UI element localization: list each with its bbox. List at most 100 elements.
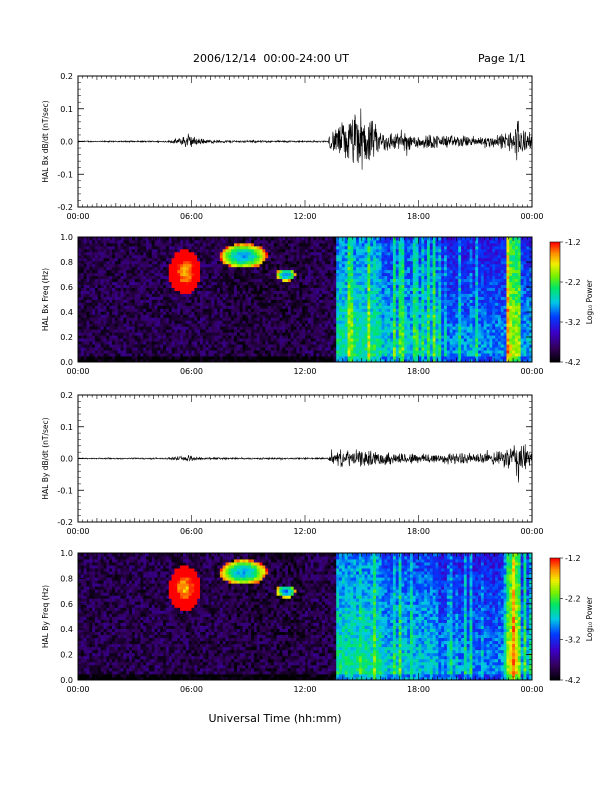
heatmap-cell [117,284,121,288]
heatmap-cell [310,257,314,262]
heatmap-cell [361,242,365,247]
heatmap-cell [160,359,164,363]
heatmap-cell [95,350,99,354]
heatmap-cell [265,308,269,312]
heatmap-cell [353,296,357,300]
heatmap-cell [95,260,99,265]
heatmap-cell [344,302,348,306]
heatmap-cell [319,302,323,306]
heatmap-cell [319,344,323,348]
heatmap-cell [97,237,102,241]
heatmap-cell [89,245,93,250]
heatmap-cell [194,344,198,348]
heatmap-cell [256,275,260,280]
heatmap-cell [180,338,184,342]
heatmap-cell [307,275,312,280]
heatmap-cell [367,245,371,250]
heatmap-cell [364,269,368,274]
heatmap-cell [282,254,286,259]
heatmap-cell [137,338,141,342]
heatmap-cell [251,260,255,265]
heatmap-cell [143,272,147,277]
heatmap-cell [310,296,314,300]
heatmap-cell [117,254,121,259]
heatmap-cell [253,341,258,345]
heatmap-cell [279,266,283,271]
heatmap-cell [370,248,374,253]
heatmap-cell [239,338,243,342]
heatmap-cell [336,296,340,300]
heatmap-cell [390,278,394,283]
heatmap-cell [259,269,263,274]
heatmap-cell [361,296,365,300]
heatmap-cell [392,353,397,357]
heatmap-cell [322,284,326,288]
heatmap-cell [219,332,224,336]
heatmap-cell [100,281,104,286]
heatmap-cell [242,278,246,283]
heatmap-cell [92,237,96,241]
heatmap-cell [109,341,113,345]
heatmap-cell [191,332,195,336]
heatmap-cell [185,254,190,259]
heatmap-cell [114,338,119,342]
heatmap-cell [177,344,181,348]
heatmap-cell [370,323,374,327]
heatmap-cell [194,251,198,256]
heatmap-cell [245,263,249,268]
heatmap-cell [154,263,158,268]
heatmap-cell [253,296,258,300]
heatmap-cell [182,275,187,280]
heatmap-cell [140,275,144,280]
heatmap-cell [256,278,260,283]
heatmap-cell [378,296,383,300]
heatmap-cell [83,311,87,315]
heatmap-cell [347,302,351,306]
heatmap-cell [117,245,121,250]
heatmap-cell [358,347,363,351]
heatmap-cell [350,308,354,312]
heatmap-cell [248,296,252,300]
heatmap-cell [259,239,263,244]
heatmap-cell [171,257,175,262]
heatmap-cell [117,278,121,283]
heatmap-cell [146,332,150,336]
heatmap-cell [251,296,255,300]
heatmap-cell [228,332,232,336]
heatmap-cell [225,260,229,265]
heatmap-cell [296,293,300,297]
heatmap-cell [109,257,113,262]
heatmap-cell [80,293,85,297]
heatmap-cell [282,263,286,268]
heatmap-cell [375,353,380,357]
heatmap-cell [191,257,195,262]
heatmap-cell [222,323,226,327]
heatmap-cell [174,254,178,259]
heatmap-cell [197,353,201,357]
heatmap-cell [305,266,309,271]
heatmap-cell [285,344,289,348]
heatmap-cell [117,266,121,271]
heatmap-cell [256,284,260,288]
heatmap-cell [339,281,343,286]
heatmap-cell [341,314,346,318]
heatmap-cell [140,245,144,250]
heatmap-cell [384,305,388,309]
heatmap-cell [140,237,144,241]
heatmap-cell [341,251,346,256]
heatmap-cell [103,251,107,256]
heatmap-cell [168,245,173,250]
heatmap-cell [219,323,224,327]
heatmap-cell [129,293,133,297]
heatmap-cell [353,263,357,268]
heatmap-cell [180,302,184,306]
heatmap-cell [344,335,348,339]
heatmap-cell [163,305,167,309]
heatmap-cell [95,353,99,357]
heatmap-cell [197,344,201,348]
heatmap-cell [120,290,124,294]
heatmap-cell [245,356,249,360]
heatmap-cell [373,278,377,283]
heatmap-cell [273,257,278,262]
heatmap-cell [273,332,278,336]
